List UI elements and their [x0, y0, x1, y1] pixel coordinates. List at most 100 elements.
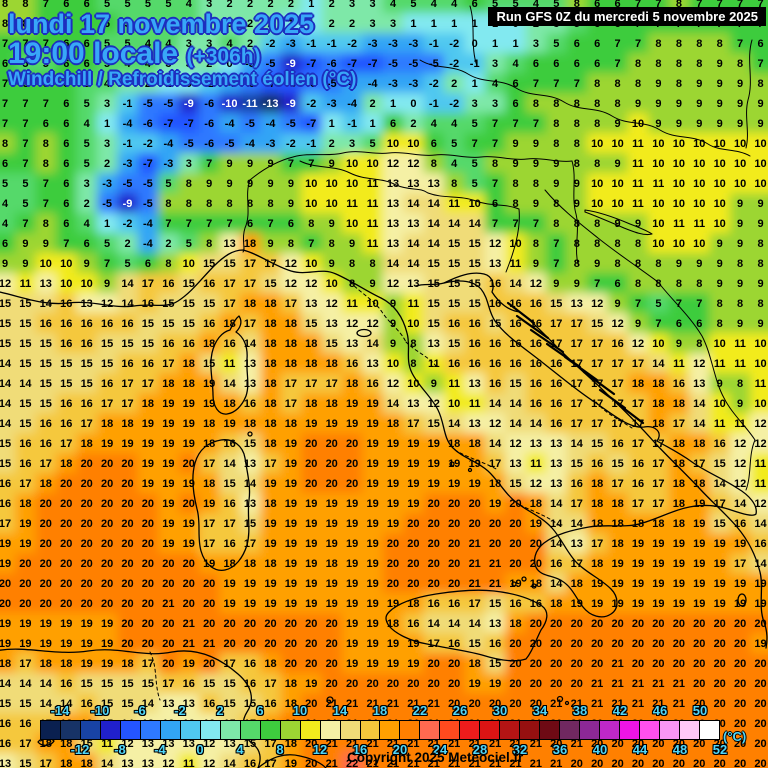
temp-value: 15: [203, 258, 215, 270]
colorbar-cell: [680, 721, 700, 739]
temp-value: 5: [451, 138, 457, 150]
temp-value: 14: [428, 618, 441, 630]
temp-value: 11: [632, 158, 644, 170]
temp-value: 19: [489, 678, 501, 690]
temp-value: 20: [611, 618, 623, 630]
temp-value: -5: [266, 58, 276, 70]
temp-value: 14: [0, 398, 12, 410]
colorbar-cell: [300, 721, 321, 739]
temp-value: 17: [571, 378, 583, 390]
temp-value: 18: [469, 658, 481, 670]
temp-value: 15: [489, 318, 501, 330]
temp-value: 6: [676, 318, 682, 330]
temp-value: 13: [550, 458, 562, 470]
temp-value: 20: [142, 518, 154, 530]
temp-value: 16: [632, 458, 644, 470]
temp-value: 17: [264, 258, 276, 270]
temp-value: 5: [186, 238, 192, 250]
temp-value: 10: [754, 398, 766, 410]
temp-value: -5: [388, 58, 398, 70]
colorbar-cell: [420, 721, 441, 739]
temp-value: 16: [346, 358, 358, 370]
temp-value: 18: [632, 518, 644, 530]
temp-value: 20: [591, 758, 603, 768]
temp-value: 17: [632, 418, 644, 430]
temp-value: 5: [165, 0, 171, 10]
temp-value: 18: [326, 358, 338, 370]
temp-value: 9: [676, 118, 682, 130]
temp-value: 16: [550, 558, 562, 570]
temp-value: 20: [734, 618, 746, 630]
temp-value: 14: [0, 678, 12, 690]
temp-value: -3: [388, 38, 398, 50]
temp-value: 19: [652, 538, 664, 550]
temp-value: 9: [696, 78, 702, 90]
temp-value: 6: [84, 238, 90, 250]
temp-value: 9: [288, 178, 294, 190]
temp-value: 19: [183, 478, 195, 490]
temp-value: -7: [184, 118, 194, 130]
temp-value: 6: [615, 0, 621, 10]
temp-value: 13: [550, 478, 562, 490]
temp-value: 7: [533, 218, 539, 230]
temp-value: -5: [184, 138, 194, 150]
temp-value: 12: [591, 298, 603, 310]
temp-value: 9: [635, 218, 641, 230]
temp-value: 20: [693, 618, 705, 630]
temp-value: 16: [0, 718, 11, 730]
temp-value: 20: [632, 618, 644, 630]
temp-value: 20: [121, 638, 133, 650]
temp-value: 13: [223, 238, 235, 250]
temp-value: 20: [428, 538, 440, 550]
temp-value: -5: [225, 138, 235, 150]
temp-value: 15: [550, 298, 562, 310]
temp-value: 16: [530, 398, 542, 410]
temp-value: 20: [60, 558, 72, 570]
temp-value: 20: [754, 718, 766, 730]
temp-value: 10: [693, 198, 705, 210]
temp-value: 8: [553, 198, 559, 210]
temp-value: 9: [737, 98, 743, 110]
temp-value: 19: [285, 498, 297, 510]
temp-value: 9: [104, 278, 110, 290]
temp-value: 19: [673, 538, 685, 550]
temp-value: 7: [492, 218, 498, 230]
temp-value: 20: [530, 698, 542, 710]
temp-value: 21: [550, 698, 562, 710]
temp-value: 19: [693, 598, 705, 610]
temp-value: 18: [60, 458, 72, 470]
temp-value: -4: [368, 78, 379, 90]
temp-value: 18: [673, 438, 685, 450]
temp-value: 19: [754, 598, 766, 610]
temp-value: 14: [550, 578, 563, 590]
temp-value: -7: [164, 118, 174, 130]
temp-value: 0: [227, 58, 233, 70]
temp-value: 18: [244, 298, 256, 310]
temp-value: 19: [387, 438, 399, 450]
temp-value: 12: [346, 318, 358, 330]
temp-value: 7: [104, 258, 110, 270]
temp-value: 19: [407, 438, 419, 450]
temp-value: 20: [81, 498, 93, 510]
temp-value: 20: [693, 678, 705, 690]
temp-value: 18: [40, 658, 52, 670]
temp-value: 16: [591, 458, 603, 470]
temp-value: 20: [183, 578, 195, 590]
temp-value: 19: [183, 538, 195, 550]
temp-value: 10: [693, 158, 705, 170]
temp-value: 9: [615, 218, 621, 230]
temp-value: 20: [509, 698, 521, 710]
temp-value: 19: [162, 438, 174, 450]
temp-value: 21: [469, 738, 481, 750]
temp-value: -2: [266, 38, 276, 50]
temp-value: 14: [142, 698, 155, 710]
temp-value: 9: [206, 178, 212, 190]
temp-value: 16: [101, 318, 113, 330]
temp-value: 5: [104, 58, 110, 70]
temp-value: 21: [489, 578, 501, 590]
temp-value: 19: [183, 518, 195, 530]
temp-value: 20: [428, 518, 440, 530]
temp-value: 20: [121, 518, 133, 530]
temp-value: 20: [469, 518, 481, 530]
temp-value: 4: [145, 58, 152, 70]
